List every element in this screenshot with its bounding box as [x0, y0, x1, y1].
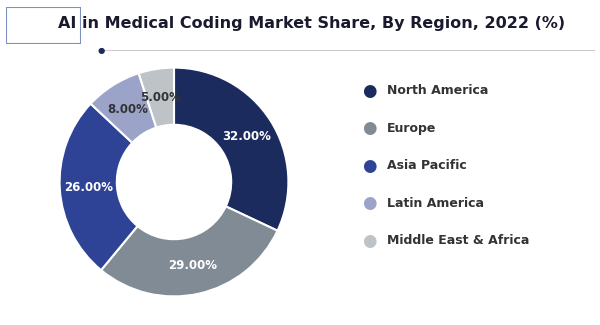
- Text: Latin America: Latin America: [387, 197, 484, 210]
- Text: ●: ●: [97, 46, 104, 55]
- Text: Asia Pacific: Asia Pacific: [387, 159, 467, 172]
- Text: ●: ●: [362, 82, 376, 100]
- Text: 26.00%: 26.00%: [64, 181, 113, 194]
- Text: 29.00%: 29.00%: [168, 259, 217, 272]
- Text: ●: ●: [362, 194, 376, 212]
- Text: ●: ●: [362, 119, 376, 137]
- Text: 32.00%: 32.00%: [222, 130, 271, 143]
- Text: ●: ●: [362, 157, 376, 175]
- Wedge shape: [139, 68, 174, 128]
- Text: 8.00%: 8.00%: [107, 103, 148, 116]
- Text: RESEARCH: RESEARCH: [20, 29, 67, 38]
- Text: Middle East & Africa: Middle East & Africa: [387, 234, 529, 247]
- Text: North America: North America: [387, 84, 488, 98]
- Wedge shape: [91, 73, 157, 143]
- Text: ●: ●: [362, 231, 376, 250]
- Text: 5.00%: 5.00%: [140, 91, 181, 104]
- Wedge shape: [59, 104, 137, 270]
- Text: Europe: Europe: [387, 122, 436, 135]
- Text: AI in Medical Coding Market Share, By Region, 2022 (%): AI in Medical Coding Market Share, By Re…: [58, 16, 566, 31]
- Text: PRECEDENCE: PRECEDENCE: [14, 14, 73, 23]
- Wedge shape: [174, 68, 289, 231]
- Wedge shape: [101, 206, 278, 296]
